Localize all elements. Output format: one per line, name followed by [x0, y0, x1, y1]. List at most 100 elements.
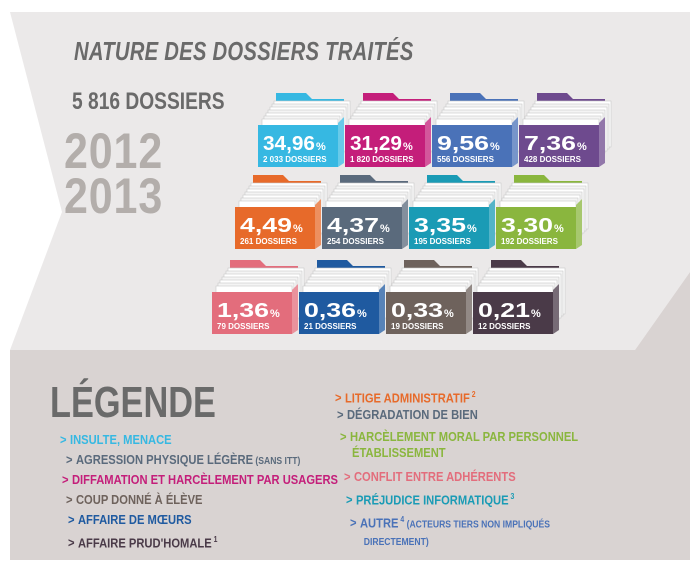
- folder-10: 0,36 %21 DOSSIERS: [299, 260, 392, 334]
- folder-count: 79 DOSSIERS: [217, 322, 270, 331]
- folder-spine: [553, 284, 559, 334]
- legend-footnote: 2: [469, 390, 476, 399]
- legend-item: > PRÉJUDICE INFORMATIQUE 3: [346, 489, 514, 508]
- year-2013: 2013: [64, 168, 164, 224]
- folder-percent: 4,49: [240, 215, 292, 237]
- legend-item: > AFFAIRE PRUD'HOMALE 1: [68, 532, 217, 551]
- folder-spine: [599, 117, 605, 167]
- folder-percent-sign: %: [467, 223, 477, 235]
- folder-percent-sign: %: [577, 141, 587, 153]
- folder-percent-sign: %: [554, 223, 564, 235]
- legend-arrow-icon: >: [344, 469, 351, 484]
- legend-item: > HARCÈLEMENT MORAL PAR PERSONNEL ÉTABLISS…: [340, 429, 578, 461]
- folder-spine: [315, 199, 321, 249]
- legend-note: (SANS ITT): [253, 456, 301, 467]
- legend-label: HARCÈLEMENT MORAL PAR PERSONNEL: [349, 429, 579, 444]
- folder-count: 428 DOSSIERS: [524, 155, 582, 164]
- total-dossiers: 5 816 DOSSIERS: [72, 88, 225, 115]
- legend-arrow-icon: >: [68, 512, 75, 527]
- folder-count: 254 DOSSIERS: [327, 237, 385, 246]
- chart-title: NATURE DES DOSSIERS TRAITÉS: [74, 36, 414, 66]
- folder-5: 4,49 % 261 DOSSIERS: [235, 175, 328, 249]
- folder-2: 31,29 % 1 820 DOSSIERS: [345, 93, 438, 167]
- legend-item: > DIFFAMATION ET HARCÈLEMENT PAR USAGERS: [62, 472, 338, 488]
- legend-panel: [10, 272, 690, 560]
- folder-front: [299, 292, 379, 334]
- folder-front: [235, 207, 315, 249]
- folder-front: [322, 207, 402, 249]
- folder-count: 192 DOSSIERS: [501, 237, 559, 246]
- legend-item: > AUTRE 4 (ACTEURS TIERS NON IMPLIQUÉS DIR…: [350, 512, 550, 551]
- folder-front: [519, 125, 599, 167]
- folder-percent-sign: %: [293, 223, 303, 235]
- legend-label: AUTRE: [359, 515, 399, 531]
- legend-item: > LITIGE ADMINISTRATIF 2: [335, 387, 476, 406]
- folder-count: 261 DOSSIERS: [240, 237, 298, 246]
- folder-percent: 7,36: [524, 133, 576, 155]
- legend-note: (ACTEURS TIERS NON IMPLIQUÉS: [404, 519, 550, 531]
- folder-count: 556 DOSSIERS: [437, 155, 495, 164]
- folder-percent-sign: %: [490, 141, 500, 153]
- folder-count: 12 DOSSIERS: [478, 322, 531, 331]
- folder-percent-sign: %: [270, 308, 280, 320]
- folder-count: 1 820 DOSSIERS: [350, 155, 414, 164]
- folder-spine: [379, 284, 385, 334]
- folder-spine: [512, 117, 518, 167]
- legend-arrow-icon: >: [337, 407, 344, 422]
- folder-front: [345, 125, 425, 167]
- legend-item: > INSULTE, MENACE: [60, 432, 172, 448]
- folder-12: 0,21 %12 DOSSIERS: [473, 260, 566, 334]
- folder-spine: [425, 117, 431, 167]
- folder-percent: 34,96: [263, 133, 315, 155]
- folder-count: 19 DOSSIERS: [391, 322, 444, 331]
- legend-label-continued: DIRECTEMENT): [363, 537, 429, 549]
- legend-arrow-icon: >: [350, 515, 357, 531]
- year-2012: 2012: [64, 123, 164, 179]
- folder-percent: 1,36: [217, 300, 269, 322]
- legend-item: > AGRESSION PHYSIQUE LÉGÈRE (SANS ITT): [66, 452, 300, 470]
- legend-arrow-icon: >: [66, 452, 73, 467]
- folder-4: 7,36 % 428 DOSSIERS: [519, 93, 612, 167]
- legend-label: LITIGE ADMINISTRATIF: [344, 390, 470, 406]
- folder-percent-sign: %: [403, 141, 413, 153]
- folder-spine: [338, 117, 344, 167]
- folder-7: 3,35 % 195 DOSSIERS: [409, 175, 502, 249]
- folder-front: [432, 125, 512, 167]
- legend-label: AGRESSION PHYSIQUE LÉGÈRE: [75, 452, 254, 467]
- folder-spine: [402, 199, 408, 249]
- folder-spine: [292, 284, 298, 334]
- legend-item: > DÉGRADATION DE BIEN: [337, 407, 478, 423]
- folder-front: [212, 292, 292, 334]
- legend-item: > COUP DONNÉ À ÉLÈVE: [66, 492, 202, 508]
- legend-arrow-icon: >: [335, 390, 342, 406]
- folder-percent: 0,36: [304, 300, 356, 322]
- folder-spine: [576, 199, 582, 249]
- legend-arrow-icon: >: [346, 492, 353, 508]
- legend-arrow-icon: >: [62, 472, 69, 487]
- legend-label: CONFLIT ENTRE ADHÉRENTS: [353, 469, 516, 484]
- folder-percent-sign: %: [531, 308, 541, 320]
- folder-percent-sign: %: [316, 141, 326, 153]
- folder-percent-sign: %: [357, 308, 367, 320]
- legend-item: > AFFAIRE DE MŒURS: [68, 512, 192, 528]
- folder-percent: 3,30: [501, 215, 553, 237]
- folder-front: [386, 292, 466, 334]
- legend-arrow-icon: >: [66, 492, 73, 507]
- legend-arrow-icon: >: [60, 432, 67, 447]
- legend-arrow-icon: >: [68, 535, 75, 551]
- folder-percent: 9,56: [437, 133, 489, 155]
- legend-label: COUP DONNÉ À ÉLÈVE: [75, 492, 203, 507]
- legend-label-continued: ÉTABLISSEMENT: [352, 445, 446, 460]
- folder-front: [496, 207, 576, 249]
- legend-footnote: 4: [398, 515, 405, 524]
- folder-6: 4,37 % 254 DOSSIERS: [322, 175, 415, 249]
- folder-11: 0,33 %19 DOSSIERS: [386, 260, 479, 334]
- folder-front: [473, 292, 553, 334]
- folder-spine: [466, 284, 472, 334]
- legend-footnote: 3: [508, 492, 515, 501]
- legend-title: LÉGENDE: [50, 378, 216, 427]
- folder-count: 21 DOSSIERS: [304, 322, 357, 331]
- folder-count: 195 DOSSIERS: [414, 237, 472, 246]
- folder-spine: [489, 199, 495, 249]
